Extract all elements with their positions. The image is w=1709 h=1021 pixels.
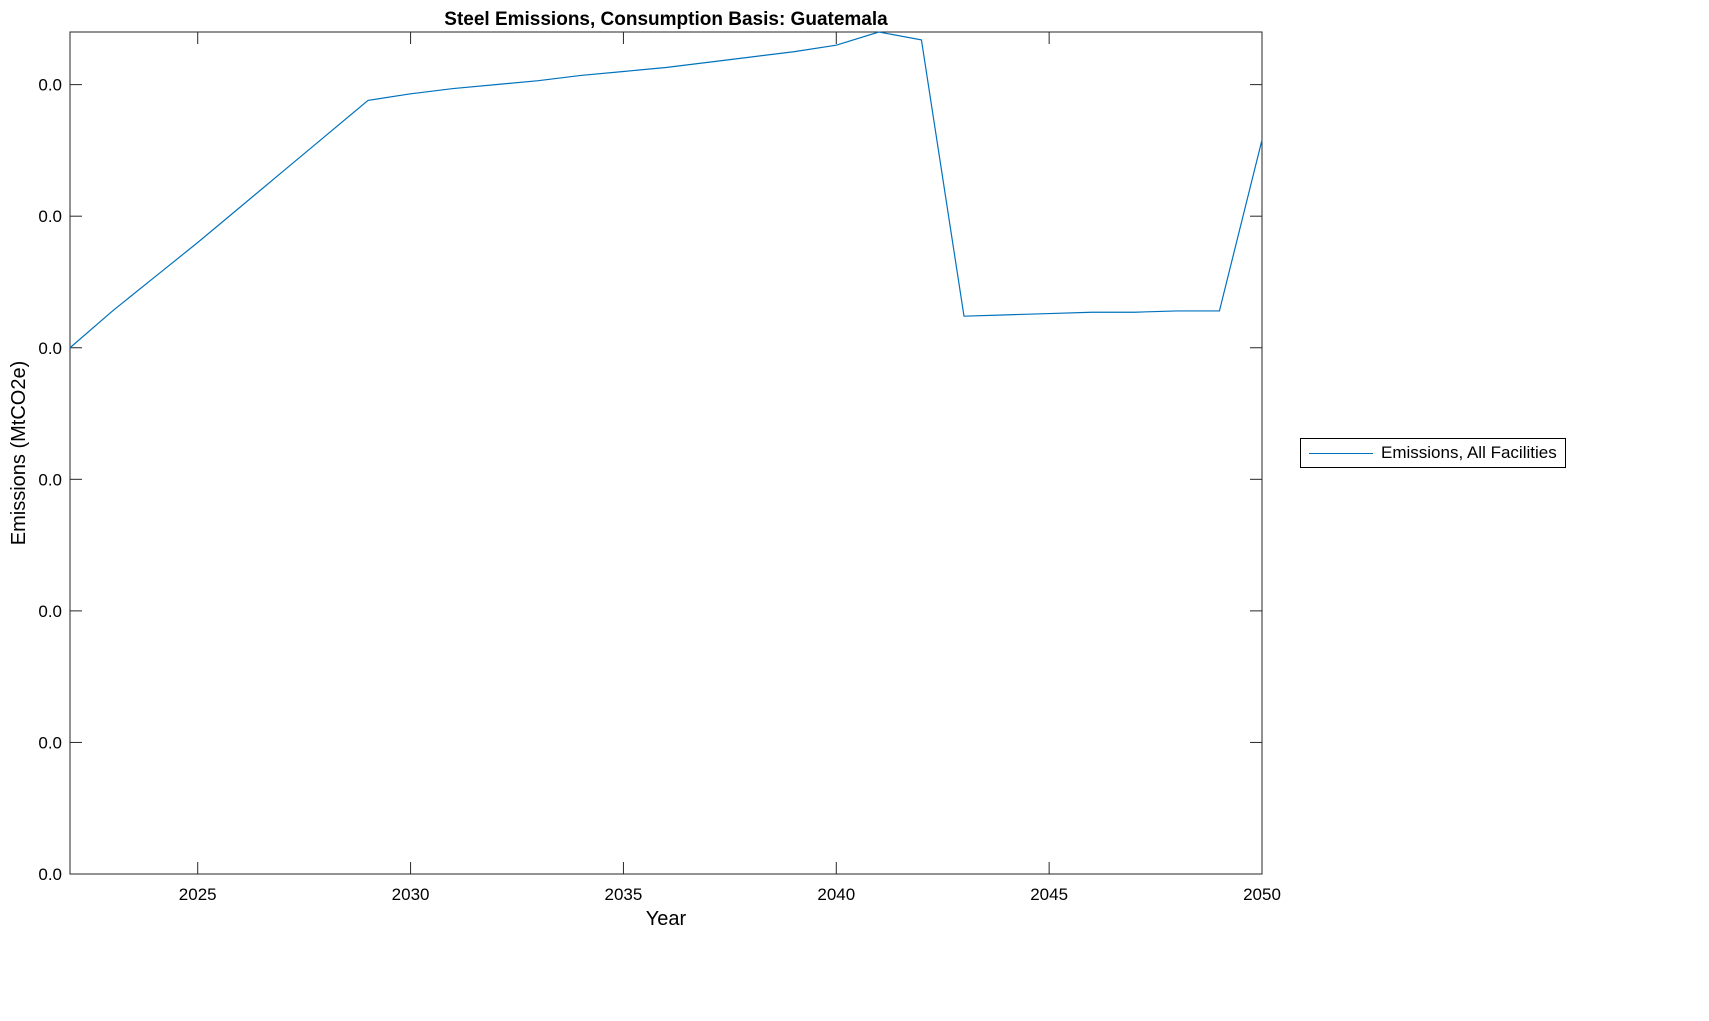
x-tick-label: 2025 (179, 885, 217, 904)
y-axis-label: Emissions (MtCO2e) (8, 361, 30, 545)
y-tick-label: 0.0 (38, 339, 62, 358)
x-tick-label: 2030 (392, 885, 430, 904)
y-tick-label: 0.0 (38, 865, 62, 884)
legend-label: Emissions, All Facilities (1381, 443, 1557, 462)
y-tick-label: 0.0 (38, 470, 62, 489)
x-tick-label: 2035 (605, 885, 643, 904)
y-tick-label: 0.0 (38, 733, 62, 752)
legend-swatch (1309, 452, 1373, 454)
chart-title: Steel Emissions, Consumption Basis: Guat… (444, 9, 888, 30)
y-tick-label: 0.0 (38, 602, 62, 621)
series-line (69, 31, 1263, 349)
x-tick-label: 2050 (1243, 885, 1281, 904)
legend: Emissions, All Facilities (1300, 438, 1566, 468)
y-tick-label: 0.0 (38, 207, 62, 226)
x-tick-label: 2040 (817, 885, 855, 904)
y-tick-label: 0.0 (38, 76, 62, 95)
plot-area (69, 31, 1263, 875)
x-axis-label: Year (646, 908, 687, 930)
x-tick-label: 2045 (1030, 885, 1068, 904)
